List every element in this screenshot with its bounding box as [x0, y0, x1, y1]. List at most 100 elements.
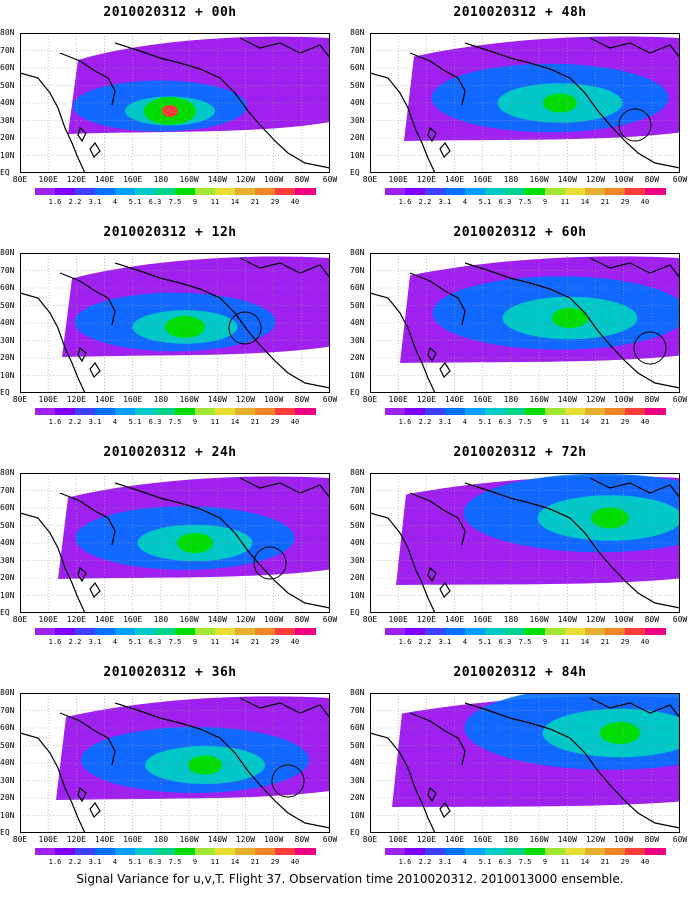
colorbar-tick-label: 40: [290, 198, 300, 206]
coastline: [464, 42, 680, 169]
coastline: [439, 801, 451, 819]
longitude-label: 160W: [529, 395, 549, 404]
coastline: [409, 492, 466, 546]
latitude-label: 20N: [350, 573, 365, 582]
latitude-label: 40N: [350, 318, 365, 327]
coastline: [59, 712, 116, 766]
colorbar-swatch: [505, 408, 526, 415]
coastline: [464, 482, 680, 609]
colorbar-swatch: [545, 408, 566, 415]
colorbar-tick-label: 2.2: [418, 198, 432, 206]
colorbar-swatch: [525, 408, 546, 415]
variance-peak: [591, 507, 629, 529]
colorbar-tick-label: 40: [640, 638, 650, 646]
coastline: [20, 732, 86, 833]
colorbar-tick-label: 14: [580, 638, 590, 646]
longitude-label: 160W: [529, 175, 549, 184]
longitude-label: 80W: [644, 615, 660, 624]
colorbar-tick-label: 9: [542, 638, 548, 646]
colorbar-swatch: [35, 188, 56, 195]
colorbar-swatch: [115, 848, 136, 855]
longitude-label: 180: [153, 835, 169, 844]
longitude-label: 120E: [416, 395, 436, 404]
longitude-label: 160W: [179, 835, 199, 844]
latitude-label: 60N: [0, 283, 15, 292]
longitude-label: 160W: [529, 615, 549, 624]
colorbar-swatch: [175, 848, 196, 855]
colorbar-swatch: [115, 628, 136, 635]
latitude-label: 20N: [0, 133, 15, 142]
coastline: [89, 801, 101, 819]
latitude-label: 30N: [350, 115, 365, 125]
colorbar-swatch: [645, 408, 666, 415]
colorbar-tick-label: 5.1: [128, 858, 142, 866]
latitude-label: 10N: [350, 810, 365, 820]
variance-map: [370, 693, 680, 833]
colorbar-tick-label: 11: [210, 638, 220, 646]
colorbar-swatch: [625, 188, 646, 195]
forecast-panel: 2010020312 + 24h 80N 70N 60N 50N 40N 30N 20N 10N…: [0, 445, 340, 663]
variance-map: [370, 253, 680, 393]
colorbar-tick-label: 14: [580, 198, 590, 206]
colorbar-swatch: [75, 628, 96, 635]
colorbar-swatch: [75, 188, 96, 195]
latitude-label: 50N: [350, 300, 365, 310]
colorbar-swatch: [405, 188, 426, 195]
colorbar-tick-label: 5.1: [478, 198, 492, 206]
colorbar-tick-label: 6.3: [498, 418, 512, 426]
coastline: [77, 566, 87, 583]
colorbar-tick-label: 1.6: [48, 858, 62, 866]
colorbar-swatch: [445, 848, 466, 855]
longitude-label: 160E: [123, 835, 143, 844]
latitude-label: 40N: [350, 98, 365, 107]
colorbar-swatch: [135, 628, 156, 635]
colorbar-tick-label: 6.3: [498, 198, 512, 206]
longitude-label: 100E: [388, 835, 408, 844]
longitude-label: 100W: [613, 835, 634, 844]
colorbar-swatch: [545, 628, 566, 635]
colorbar-tick-label: 4: [462, 198, 468, 206]
colorbar-tick-label: 7.5: [168, 858, 182, 866]
latitude-label: 70N: [350, 45, 365, 55]
colorbar: 1.6 2.2 3.1 4 5.1 6.3 7.5 9 11 14 21 29 40: [385, 188, 666, 210]
panel-title: 2010020312 + 84h: [453, 665, 587, 680]
coastline: [427, 566, 437, 583]
coastline: [89, 581, 101, 599]
colorbar-swatch: [565, 408, 586, 415]
colorbar-swatch: [155, 848, 176, 855]
longitude-label: 140W: [207, 175, 227, 184]
coastline: [114, 262, 330, 389]
coastline: [239, 477, 330, 499]
colorbar-tick-label: 5.1: [128, 198, 142, 206]
longitude-label: 140W: [207, 395, 227, 404]
colorbar-tick-label: 6.3: [148, 858, 162, 866]
latitude-label: 70N: [0, 265, 15, 275]
colorbar-tick-label: 7.5: [518, 638, 532, 646]
longitude-label: 120E: [66, 175, 86, 184]
coastline: [427, 786, 437, 803]
colorbar-swatch: [425, 628, 446, 635]
longitude-label: 100W: [263, 835, 284, 844]
longitude-label: 140E: [94, 615, 115, 624]
colorbar-tick-label: 2.2: [68, 858, 82, 866]
coastline: [589, 477, 680, 499]
colorbar-tick-label: 21: [600, 198, 610, 206]
variance-peak: [600, 722, 640, 744]
coastline: [77, 346, 87, 363]
colorbar-swatch: [215, 408, 236, 415]
variance-map: [370, 473, 680, 613]
latitude-label: 70N: [350, 485, 365, 495]
colorbar-swatch: [235, 848, 256, 855]
colorbar-tick-label: 9: [542, 418, 548, 426]
colorbar-swatch: [195, 408, 216, 415]
panel-title: 2010020312 + 48h: [453, 5, 587, 20]
colorbar-tick-label: 29: [270, 858, 280, 866]
colorbar-swatch: [505, 848, 526, 855]
latitude-label: 50N: [0, 520, 15, 530]
colorbar-tick-label: 29: [270, 198, 280, 206]
latitude-label: 30N: [0, 775, 15, 785]
colorbar-swatch: [295, 188, 316, 195]
latitude-label: 50N: [0, 300, 15, 310]
longitude-label: 60W: [672, 395, 688, 404]
colorbar: 1.6 2.2 3.1 4 5.1 6.3 7.5 9 11 14 21 29 40: [35, 848, 316, 870]
